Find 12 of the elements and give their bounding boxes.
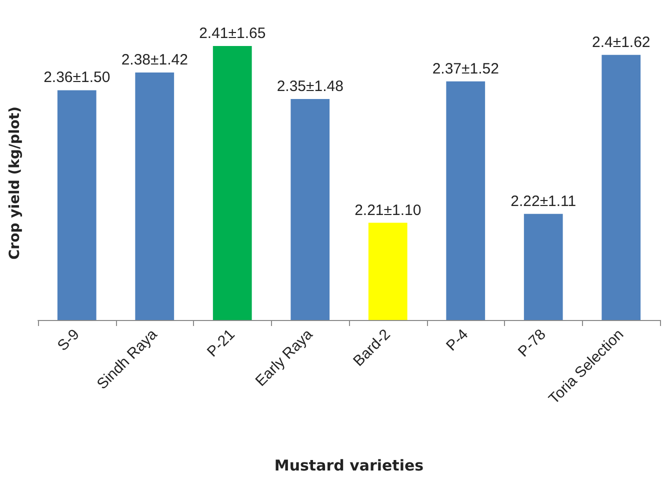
data-label: 2.21±1.10 bbox=[354, 202, 422, 219]
data-label: 2.41±1.65 bbox=[199, 25, 266, 42]
x-tick-label: S-9 bbox=[54, 326, 83, 355]
data-label: 2.38±1.42 bbox=[121, 52, 188, 69]
data-label: 2.4±1.62 bbox=[592, 34, 650, 51]
data-label: 2.36±1.50 bbox=[44, 69, 110, 86]
x-axis-title: Mustard varieties bbox=[274, 456, 424, 474]
y-axis-title: Crop yield (kg/plot) bbox=[7, 106, 23, 260]
data-label: 2.37±1.52 bbox=[432, 60, 499, 78]
data-label: 2.22±1.11 bbox=[510, 192, 576, 210]
x-tick-label: P-4 bbox=[443, 326, 472, 355]
data-label: 2.35±1.48 bbox=[276, 78, 344, 96]
